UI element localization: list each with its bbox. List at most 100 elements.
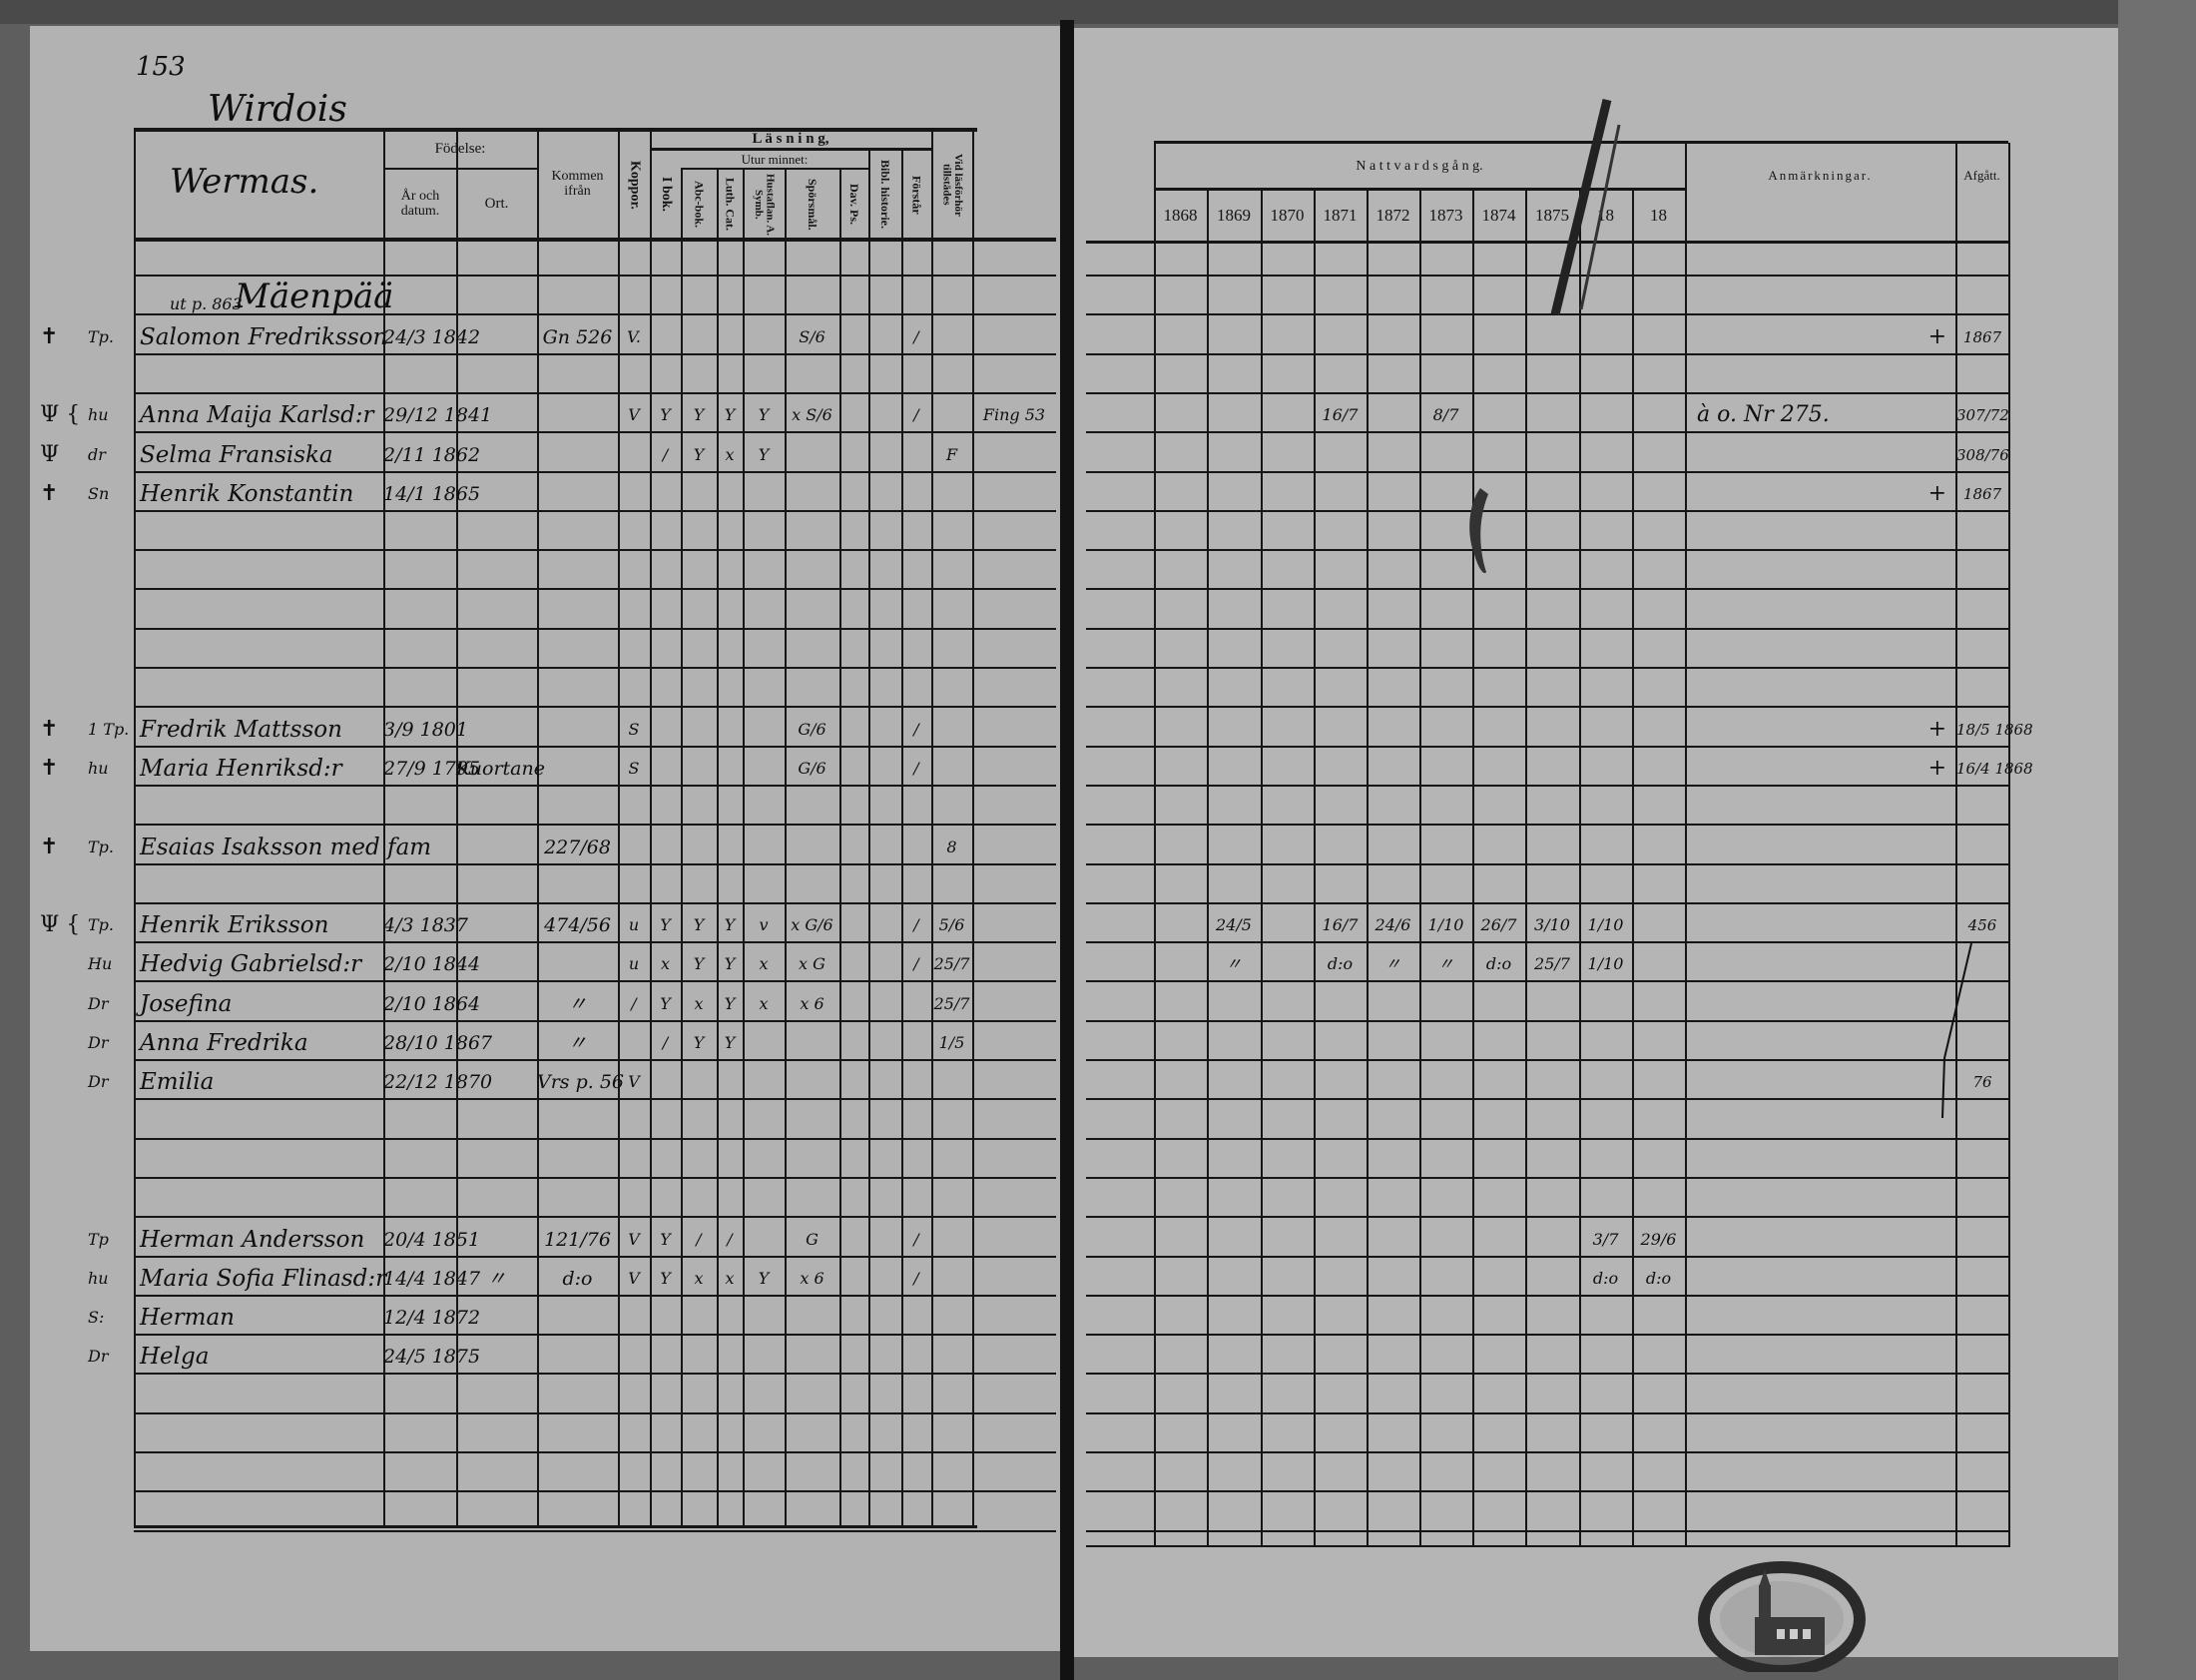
cell-abc: / (696, 1230, 702, 1249)
communion-date (1314, 1225, 1367, 1255)
cell-koppor: u (628, 954, 640, 973)
household-role: Dr (88, 1347, 109, 1366)
cell-bibl (868, 1264, 901, 1294)
communion-date (1314, 479, 1367, 509)
row-rule (1086, 275, 2008, 277)
communion-date (1632, 1028, 1685, 1058)
departed-value: 1867 (1962, 485, 2002, 503)
cell-vid (931, 754, 972, 784)
communion-date (1632, 1303, 1685, 1333)
cell-forstar (901, 833, 931, 862)
communion-date: 1/10 (1427, 915, 1464, 934)
cell-birth: 14/1 1865 (383, 483, 481, 505)
row-rule (1086, 1020, 2008, 1022)
cell-spors (785, 479, 839, 509)
cell-abc: Y (693, 954, 705, 973)
household-role: Dr (88, 1072, 109, 1091)
rule-line (650, 148, 931, 151)
cell-forstar: / (913, 1269, 919, 1288)
cell-bibl (868, 322, 901, 352)
household-role: Sn (88, 484, 110, 503)
communion-date (1261, 949, 1314, 979)
cell-spors: G/6 (798, 720, 826, 739)
row-rule (1086, 706, 2008, 708)
row-rule (134, 902, 1056, 904)
communion-date (1525, 1342, 1579, 1372)
communion-date (1314, 1303, 1367, 1333)
cell-koppor: S (628, 759, 640, 778)
year-column-9: 18 (1650, 206, 1667, 226)
remarks: + (1927, 481, 1946, 506)
cell-forstar: / (913, 1230, 919, 1249)
cell-luth (717, 1303, 743, 1333)
household-role: Dr (88, 1033, 109, 1052)
cell-hust: x (759, 994, 769, 1013)
row-rule (134, 1295, 1056, 1297)
cell-luth (717, 833, 743, 862)
communion-date (1261, 1067, 1314, 1097)
person-name: Josefina (140, 991, 233, 1017)
communion-date (1419, 1303, 1472, 1333)
cell-hust (743, 1342, 785, 1372)
communion-date (1367, 322, 1419, 352)
row-rule (1086, 667, 2008, 669)
cell-bibl (868, 1028, 901, 1058)
row-rule (134, 1490, 1056, 1492)
communion-date (1472, 715, 1525, 745)
communion-date (1207, 1067, 1261, 1097)
cell-dav (839, 400, 868, 430)
row-rule (134, 549, 1056, 551)
row-rule (134, 1138, 1056, 1140)
cell-vid: 5/6 (938, 915, 965, 934)
communion-date (1154, 1264, 1207, 1294)
farm-name: Mäenpää (235, 277, 394, 316)
ink-blot (1469, 488, 1488, 574)
household-role: Tp. (88, 838, 114, 856)
cell-birth: 3/9 1801 (383, 719, 468, 741)
row-rule (1086, 1059, 2008, 1061)
communion-date: 1/10 (1587, 954, 1624, 973)
cell-birth: 4/3 1837 (383, 914, 468, 936)
header-remarks: Anmärkningar. (1768, 168, 1873, 184)
communion-date (1472, 1225, 1525, 1255)
status-mark: ✝ (40, 481, 59, 506)
column-rule (1367, 190, 1369, 1547)
cell-from: 227/68 (544, 837, 611, 858)
rule-line (383, 168, 537, 170)
cell-ibok: / (662, 1033, 669, 1052)
communion-date (1261, 400, 1314, 430)
cell-forstar: / (913, 405, 919, 424)
row-rule (1086, 549, 2008, 551)
communion-date: d:o (1327, 954, 1354, 973)
cell-ibok (650, 715, 681, 745)
scan-border-top (0, 0, 2196, 24)
cell-from: 〃 (567, 993, 587, 1015)
remarks: + (1927, 324, 1946, 349)
year-column-6: 1874 (1481, 206, 1516, 226)
row-rule (1086, 980, 2008, 982)
cell-extra (972, 1342, 1056, 1372)
cell-dav (839, 1342, 868, 1372)
communion-date (1261, 989, 1314, 1019)
departed-value (1956, 1342, 2008, 1372)
cell-spors: x G (799, 954, 825, 973)
cell-ibok (650, 1303, 681, 1333)
column-rule (1632, 190, 1634, 1547)
cell-ort: Kuortane (456, 758, 545, 780)
communion-date (1154, 440, 1207, 470)
person-name: Fredrik Mattsson (140, 717, 342, 743)
cell-birth: 24/5 1875 (383, 1346, 481, 1368)
communion-date (1579, 1028, 1632, 1058)
row-rule (134, 588, 1056, 590)
cell-vid (931, 1067, 972, 1097)
column-rule (901, 150, 903, 1527)
communion-date (1419, 322, 1472, 352)
communion-date (1525, 1303, 1579, 1333)
communion-date (1419, 1225, 1472, 1255)
cell-dav (839, 1303, 868, 1333)
communion-date (1525, 322, 1579, 352)
cell-spors: G/6 (798, 759, 826, 778)
cell-spors: G (806, 1230, 819, 1249)
cell-koppor (618, 1028, 650, 1058)
person-name: Helga (140, 1344, 210, 1370)
